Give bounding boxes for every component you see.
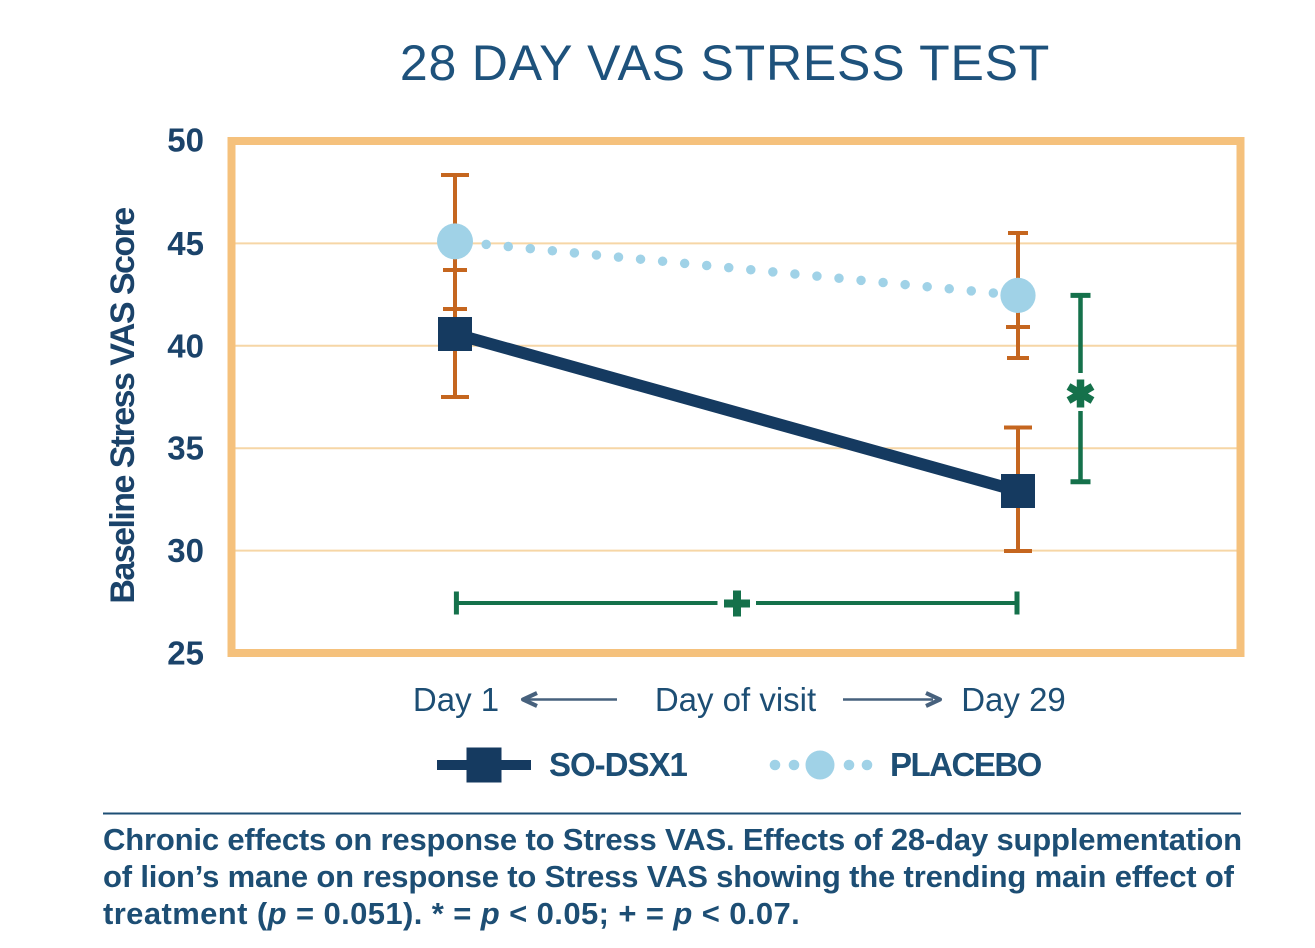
svg-text:PLACEBO: PLACEBO <box>890 746 1042 783</box>
svg-text:SO-DSX1: SO-DSX1 <box>549 746 688 783</box>
svg-text:of lion’s mane on response to: of lion’s mane on response to Stress VAS… <box>103 859 1235 894</box>
svg-text:Day 29: Day 29 <box>961 681 1066 718</box>
svg-text:50: 50 <box>167 122 204 159</box>
svg-text:40: 40 <box>167 327 204 364</box>
svg-text:25: 25 <box>167 635 204 672</box>
svg-text:treatment (p = 0.051). * = p <: treatment (p = 0.051). * = p < 0.05; + =… <box>103 896 800 931</box>
svg-text:28 DAY VAS STRESS TEST: 28 DAY VAS STRESS TEST <box>400 35 1050 91</box>
svg-text:Baseline Stress VAS Score: Baseline Stress VAS Score <box>104 208 142 604</box>
svg-text:35: 35 <box>167 430 204 467</box>
svg-text:Day of visit: Day of visit <box>655 681 816 718</box>
svg-text:Chronic effects on response to: Chronic effects on response to Stress VA… <box>103 822 1242 857</box>
svg-text:30: 30 <box>167 532 204 569</box>
svg-text:45: 45 <box>167 225 204 262</box>
svg-text:Day 1: Day 1 <box>413 681 499 718</box>
